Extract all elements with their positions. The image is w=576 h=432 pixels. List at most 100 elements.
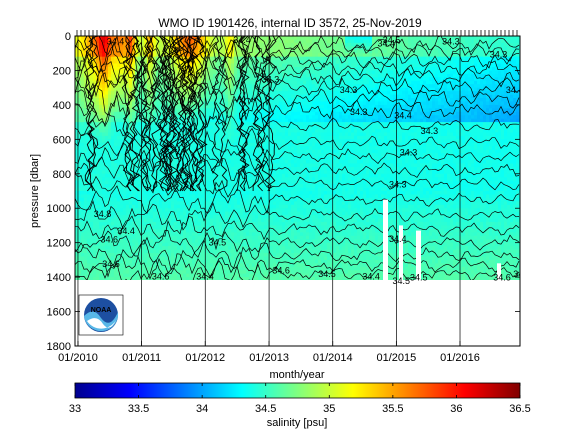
field-cell [156,132,160,137]
field-cell [108,184,112,188]
field-cell [99,60,103,64]
field-cell [210,132,214,137]
field-cell [252,208,256,213]
field-cell [186,125,190,130]
field-cell [234,101,238,106]
field-cell [219,87,223,92]
field-cell [270,91,274,95]
field-cell [282,180,286,185]
field-cell [195,249,199,254]
field-cell [201,256,205,261]
field-cell [102,60,106,64]
field-cell [129,197,133,202]
field-cell [204,225,208,230]
field-cell [153,266,157,271]
field-cell [111,204,115,209]
field-cell [234,39,238,44]
field-cell [273,253,277,257]
field-cell [234,180,238,185]
field-cell [249,77,253,82]
field-cell [279,118,283,123]
field-cell [153,253,157,257]
field-cell [93,270,97,275]
field-cell [99,46,103,51]
field-cell [87,201,91,206]
field-cell [123,232,127,237]
field-cell [264,249,268,254]
field-cell [243,132,247,137]
field-cell [75,270,79,275]
field-cell [96,222,100,226]
field-cell [168,118,172,123]
field-cell [273,263,277,268]
field-cell [198,256,202,261]
field-cell [162,87,166,92]
field-cell [108,104,112,109]
field-cell [237,156,241,161]
field-cell [99,259,103,264]
field-cell [225,160,229,164]
field-cell [282,232,286,237]
field-cell [108,63,112,68]
field-cell [198,184,202,188]
field-cell [84,273,88,278]
field-cell [201,122,205,126]
field-cell [87,246,91,250]
field-cell [159,180,163,185]
field-cell [102,56,106,61]
field-cell [102,70,106,75]
field-cell [279,73,283,78]
field-cell [129,60,133,64]
field-cell [192,228,196,233]
field-cell [111,115,115,120]
field-cell [189,153,193,157]
field-cell [150,218,154,223]
field-cell [276,235,280,240]
field-cell [141,77,145,82]
field-cell [240,225,244,230]
field-cell [108,180,112,185]
field-cell [162,122,166,126]
field-cell [189,125,193,130]
field-cell [195,232,199,237]
field-cell [258,135,262,140]
field-cell [213,225,217,230]
field-cell [156,98,160,102]
field-cell [279,84,283,89]
field-cell [228,149,232,154]
field-cell [204,232,208,237]
field-cell [132,39,136,44]
field-cell [261,46,265,51]
plot-area: 34.434.834.634.634.434.6 34.434.534.434.3… [75,36,520,346]
field-cell [213,191,217,195]
field-cell [171,218,175,223]
field-cell [186,118,190,123]
field-cell [279,135,283,140]
field-cell [147,228,151,233]
field-cell [258,70,262,75]
field-cell [123,204,127,209]
field-cell [81,239,85,244]
field-cell [99,191,103,195]
field-cell [174,42,178,47]
field-cell [222,187,226,192]
field-cell [171,132,175,137]
field-cell [270,101,274,106]
field-cell [138,270,142,275]
field-cell [249,187,253,192]
field-cell [285,56,289,61]
field-cell [81,129,85,133]
field-cell [219,73,223,78]
field-cell [219,115,223,120]
field-cell [90,194,94,199]
field-cell [213,170,217,175]
field-cell [279,194,283,199]
field-cell [213,259,217,264]
field-cell [183,115,187,120]
field-cell [282,222,286,226]
field-cell [132,277,136,280]
field-cell [123,270,127,275]
field-cell [144,111,148,116]
field-cell [138,163,142,168]
field-cell [207,160,211,164]
